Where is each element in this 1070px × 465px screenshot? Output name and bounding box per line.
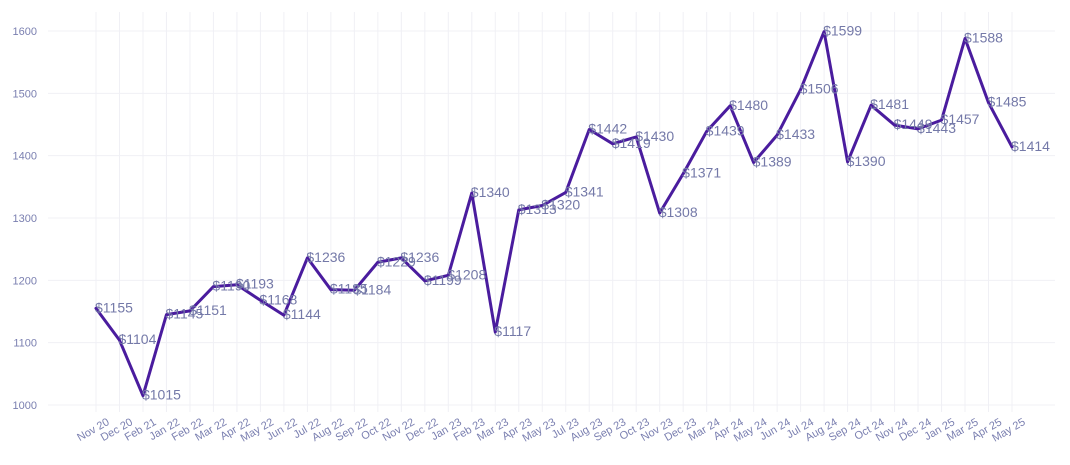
data-label: $1308 [659,204,698,220]
data-label: $1443 [917,120,956,136]
data-label: $1208 [447,266,486,282]
y-tick-label: 1500 [13,88,37,100]
data-label: $1340 [471,184,510,200]
data-label: $1599 [823,23,862,39]
data-label: $1439 [706,122,745,138]
data-label: $1145 [165,306,203,322]
data-label: $1168 [259,291,297,307]
data-label: $1320 [541,197,580,213]
data-label: $1430 [635,128,674,144]
data-label: $1151 [189,302,227,318]
data-label: $1144 [283,306,321,322]
y-axis-ticks: 1000 1100 1200 1300 1400 1500 1600 [13,26,37,412]
data-label: $1185 [330,281,368,297]
series-layer [94,30,1014,398]
data-labels: $1155 $1104 $1015 $1145$1151 $1190$1193$1168… [95,23,1050,403]
data-label: $1341 [565,183,604,199]
y-tick-label: 1000 [13,400,37,412]
data-label: $1015 [142,387,181,403]
data-label: $1389 [753,154,792,170]
data-label: $1390 [847,153,886,169]
data-label: $1506 [800,81,839,97]
data-label: $1414 [1011,138,1050,154]
data-label: $1236 [400,249,439,265]
series-line [94,30,1014,398]
data-label: $1588 [964,29,1003,45]
data-label: $1184 [353,281,391,297]
data-label: $1371 [682,165,721,181]
data-label: $1236 [306,249,345,265]
y-tick-label: 1100 [13,338,37,350]
y-tick-label: 1200 [13,275,37,287]
data-label: $1449 [894,116,933,132]
data-label: $1442 [588,120,627,136]
y-tick-label: 1300 [13,213,37,225]
data-label: $1480 [729,97,768,113]
y-tick-label: 1400 [13,151,37,163]
data-label: $1481 [870,96,909,112]
data-label: $1190 [212,278,250,294]
y-tick-label: 1600 [13,26,37,38]
data-label: $1199 [424,272,462,288]
data-label: $1155 [95,299,133,315]
data-label: $1313 [518,201,557,217]
data-label: $1457 [941,111,980,127]
data-label: $1419 [612,135,651,151]
data-label: $1433 [776,126,815,142]
data-label: $1229 [377,253,416,269]
data-label: $1104 [118,331,156,347]
grid [48,12,1055,412]
data-label: $1193 [236,276,274,292]
data-label: $1485 [988,94,1027,110]
data-label: $1117 [494,323,531,339]
